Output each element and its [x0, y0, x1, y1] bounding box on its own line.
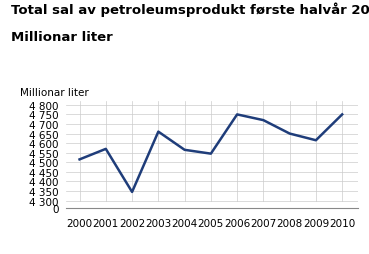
Text: Millionar liter: Millionar liter [11, 30, 113, 43]
Text: Total sal av petroleumsprodukt første halvår 2000-2010.: Total sal av petroleumsprodukt første ha… [11, 3, 369, 17]
Text: Millionar liter: Millionar liter [20, 88, 89, 98]
